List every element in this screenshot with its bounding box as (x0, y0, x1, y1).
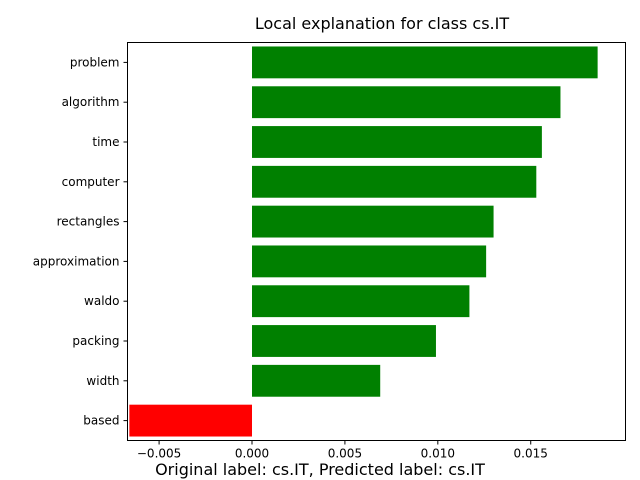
y-tick-label: computer (62, 175, 120, 189)
x-tick-label: 0.000 (235, 447, 269, 461)
y-tick-label: packing (72, 334, 119, 348)
x-tick-label: 0.015 (514, 447, 548, 461)
y-tick-label: time (92, 135, 119, 149)
y-tick-label: based (83, 414, 119, 428)
y-tick-label: rectangles (57, 215, 120, 229)
x-tick-label: 0.005 (328, 447, 362, 461)
y-tick-label: width (86, 374, 119, 388)
bar-approximation (252, 245, 487, 278)
y-axis-ticks: problem algorithm time computer rectangles ap… (33, 55, 128, 428)
chart-title: Local explanation for class cs.IT (255, 14, 510, 33)
chart-caption: Original label: cs.IT, Predicted label: … (155, 460, 485, 479)
bar-problem (252, 46, 598, 79)
bar-time (252, 126, 542, 158)
x-tick-label: 0.010 (421, 447, 455, 461)
y-tick-label: approximation (33, 254, 120, 268)
x-axis-ticks: −0.005 0.000 0.005 0.010 0.015 (137, 440, 548, 461)
bar-algorithm (252, 86, 561, 119)
plot-frame (127, 42, 626, 441)
y-tick-label: waldo (84, 294, 119, 308)
bars-group (129, 46, 598, 437)
bar-based (129, 404, 252, 437)
y-tick-label: algorithm (62, 95, 120, 109)
y-tick-label: problem (70, 55, 120, 69)
bar-packing (252, 325, 436, 357)
bar-rectangles (252, 205, 494, 238)
bar-waldo (252, 285, 470, 318)
bar-computer (252, 165, 537, 198)
bar-width (252, 364, 381, 397)
x-tick-label: −0.005 (137, 447, 181, 461)
